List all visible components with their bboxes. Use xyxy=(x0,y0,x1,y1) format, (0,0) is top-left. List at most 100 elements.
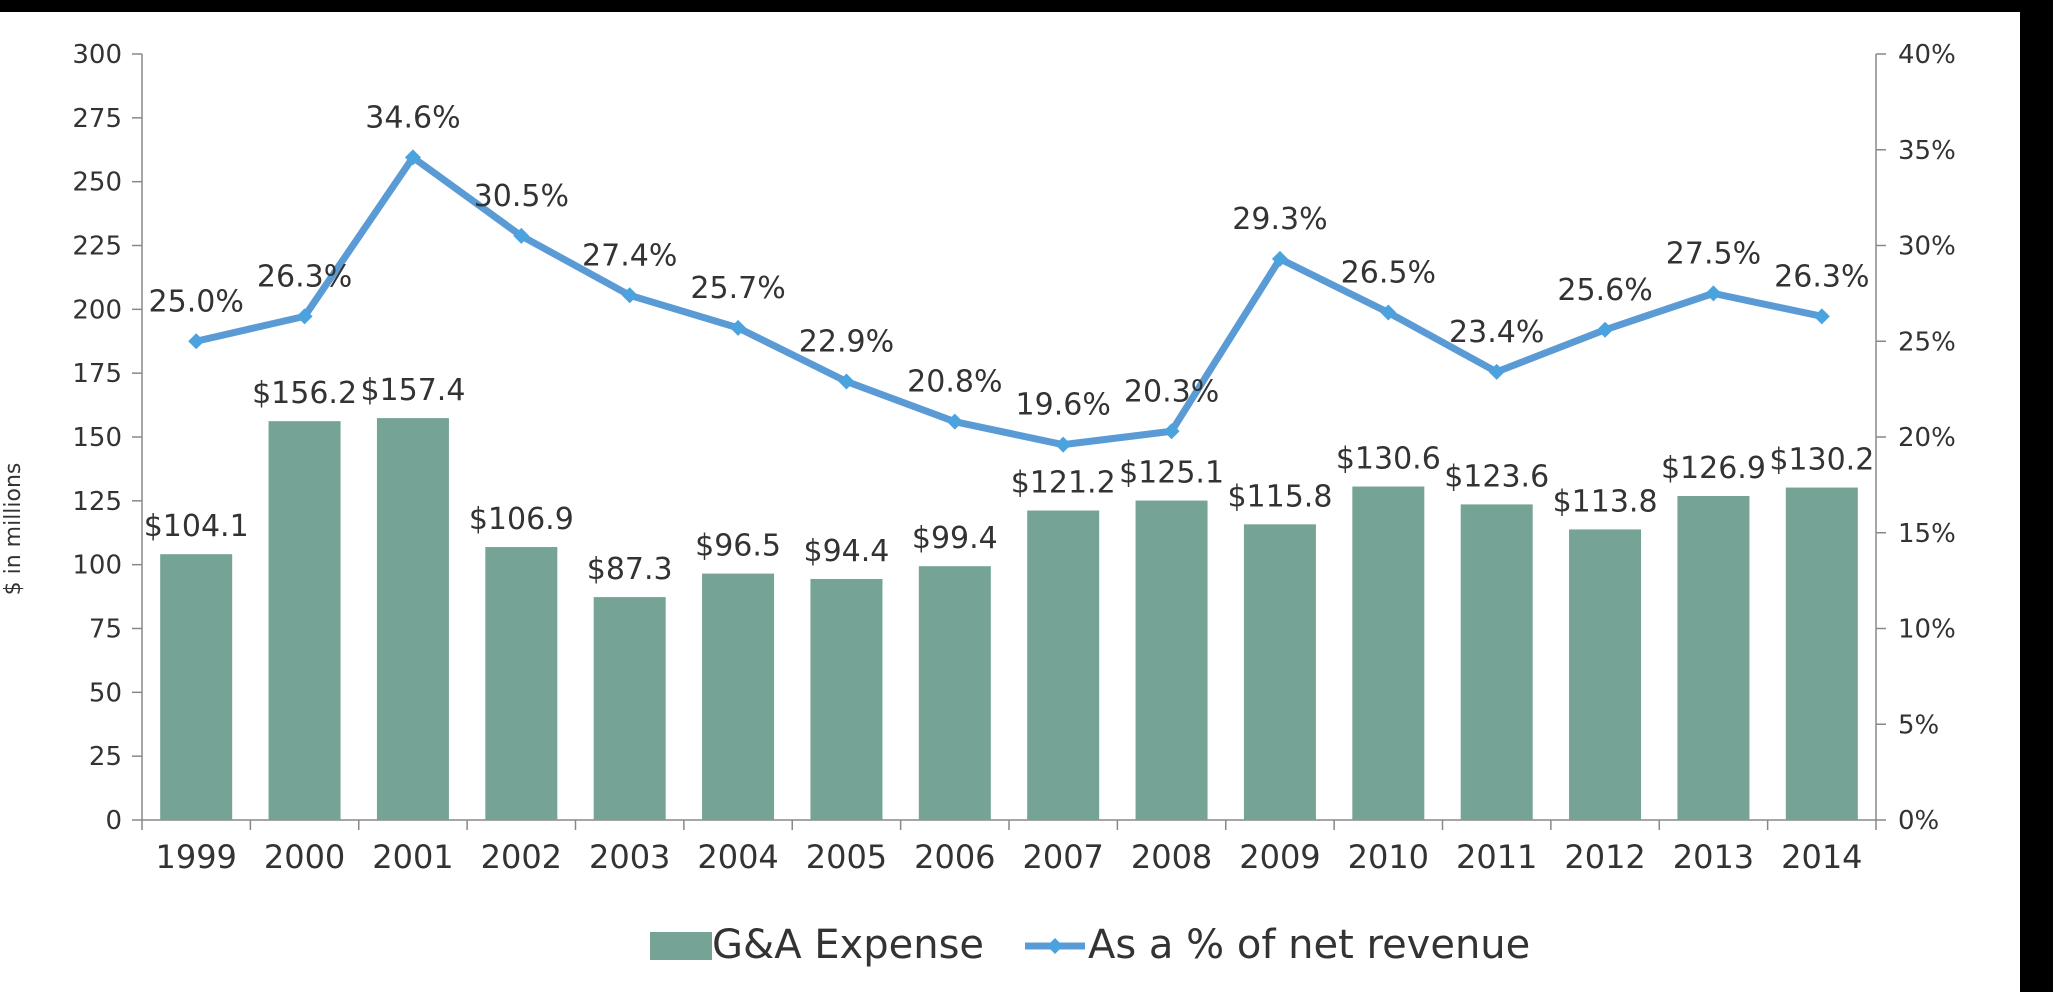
bar-data-label: $96.5 xyxy=(695,529,781,564)
line-marker xyxy=(946,413,963,430)
x-tick-label: 2014 xyxy=(1781,838,1862,876)
line-marker xyxy=(838,373,855,390)
bar-data-label: $123.6 xyxy=(1444,459,1549,494)
line-marker xyxy=(1705,285,1722,302)
line-marker xyxy=(1380,304,1397,321)
right-tick-label: 30% xyxy=(1898,232,1956,262)
left-tick-label: 150 xyxy=(72,423,122,453)
bar xyxy=(1027,510,1100,820)
left-tick-label: 100 xyxy=(72,551,122,581)
bar-data-label: $113.8 xyxy=(1553,484,1658,519)
left-tick-label: 300 xyxy=(72,40,122,70)
left-tick-label: 225 xyxy=(72,232,122,262)
left-tick-label: 125 xyxy=(72,487,122,517)
chart-canvas: 0 25 50 75 100 125 150 175 200 225 250 275 300 0% 5% 10… xyxy=(0,12,2020,992)
bar-data-label: $157.4 xyxy=(360,373,465,408)
line-marker xyxy=(1271,250,1288,267)
bar xyxy=(1135,500,1208,820)
x-tick-label: 2002 xyxy=(481,838,562,876)
x-tick-label: 2006 xyxy=(914,838,995,876)
line-marker xyxy=(1488,363,1505,380)
right-tick-label: 0% xyxy=(1898,806,1939,836)
x-tick-label: 2011 xyxy=(1456,838,1537,876)
bar-data-label: $94.4 xyxy=(803,534,889,569)
bar-data-labels: $104.1 $156.2 $157.4 $106.9 $87.3 $96.5 $94.4 $… xyxy=(144,373,1875,587)
line-marker xyxy=(296,308,313,325)
legend-label-line: As a % of net revenue xyxy=(1088,922,1530,968)
x-tick-label: 2010 xyxy=(1348,838,1429,876)
line-marker xyxy=(188,333,205,350)
right-tick-label: 10% xyxy=(1898,615,1956,645)
line-data-label: 26.3% xyxy=(1774,259,1869,294)
line-marker xyxy=(1597,321,1614,338)
bar xyxy=(918,566,991,820)
line-data-label: 22.9% xyxy=(799,324,894,359)
x-tick-label: 1999 xyxy=(155,838,236,876)
bar-data-label: $106.9 xyxy=(469,502,574,537)
x-tick-label: 2012 xyxy=(1564,838,1645,876)
bar-series xyxy=(160,418,1858,820)
bar xyxy=(810,578,883,820)
line-series xyxy=(188,149,1830,453)
right-tick-label: 15% xyxy=(1898,519,1956,549)
bar xyxy=(1243,524,1316,820)
line-path xyxy=(195,153,1823,449)
legend-swatch-bar xyxy=(650,932,712,960)
bar-data-label: $156.2 xyxy=(252,376,357,411)
line-data-label: 20.8% xyxy=(907,365,1002,400)
bar xyxy=(376,418,449,820)
legend-label-bar: G&A Expense xyxy=(712,922,984,968)
line-marker xyxy=(621,287,638,304)
line-data-label: 20.3% xyxy=(1124,374,1219,409)
x-tick-label: 2013 xyxy=(1673,838,1754,876)
left-tick-label: 25 xyxy=(89,742,122,772)
left-tick-label: 50 xyxy=(89,678,122,708)
line-data-label: 26.5% xyxy=(1341,256,1436,291)
left-tick-label: 275 xyxy=(72,104,122,134)
right-tick-label: 35% xyxy=(1898,136,1956,166)
line-data-label: 19.6% xyxy=(1016,388,1111,423)
left-tick-label: 250 xyxy=(72,168,122,198)
line-data-label: 29.3% xyxy=(1232,202,1327,237)
axes: 0 25 50 75 100 125 150 175 200 225 250 275 300 0% 5% 10… xyxy=(72,40,1955,876)
line-marker xyxy=(513,227,530,244)
legend: G&A Expense As a % of net revenue xyxy=(650,922,1530,968)
bar-data-label: $99.4 xyxy=(912,521,998,556)
line-data-label: 23.4% xyxy=(1449,315,1544,350)
bar xyxy=(1677,495,1750,820)
x-tick-label: 2007 xyxy=(1022,838,1103,876)
line-data-label: 26.3% xyxy=(257,259,352,294)
line-data-label: 25.7% xyxy=(690,271,785,306)
y-axis-label: $ in millions xyxy=(1,463,26,596)
bar xyxy=(268,421,341,820)
right-tick-label: 20% xyxy=(1898,423,1956,453)
bar xyxy=(1569,529,1642,820)
bar-data-label: $121.2 xyxy=(1011,466,1116,501)
bar xyxy=(1785,487,1858,820)
line-marker xyxy=(404,149,421,166)
chart-svg: 0 25 50 75 100 125 150 175 200 225 250 275 300 0% 5% 10… xyxy=(1,40,1956,968)
x-tick-label: 2001 xyxy=(372,838,453,876)
x-tick-label: 2005 xyxy=(806,838,887,876)
x-tick-label: 2000 xyxy=(264,838,345,876)
line-data-label: 34.6% xyxy=(365,100,460,135)
bar-data-label: $104.1 xyxy=(144,509,249,544)
bar-data-label: $125.1 xyxy=(1119,456,1224,491)
line-data-label: 27.5% xyxy=(1666,236,1761,271)
right-tick-label: 5% xyxy=(1898,710,1939,740)
bar-data-label: $126.9 xyxy=(1661,451,1766,486)
right-tick-label: 25% xyxy=(1898,327,1956,357)
x-tick-label: 2008 xyxy=(1131,838,1212,876)
line-data-label: 30.5% xyxy=(474,179,569,214)
line-data-labels: 25.0% 26.3% 34.6% 30.5% 27.4% 25.7% 22.9% 20.8%… xyxy=(149,100,1870,422)
x-tick-label: 2009 xyxy=(1239,838,1320,876)
left-tick-label: 175 xyxy=(72,359,122,389)
left-tick-label: 75 xyxy=(89,615,122,645)
bar xyxy=(1460,504,1533,820)
line-marker xyxy=(730,319,747,336)
right-tick-label: 40% xyxy=(1898,40,1956,70)
line-data-label: 25.6% xyxy=(1557,273,1652,308)
legend-swatch-marker xyxy=(1047,938,1063,954)
line-marker xyxy=(1055,436,1072,453)
x-tick-label: 2003 xyxy=(589,838,670,876)
